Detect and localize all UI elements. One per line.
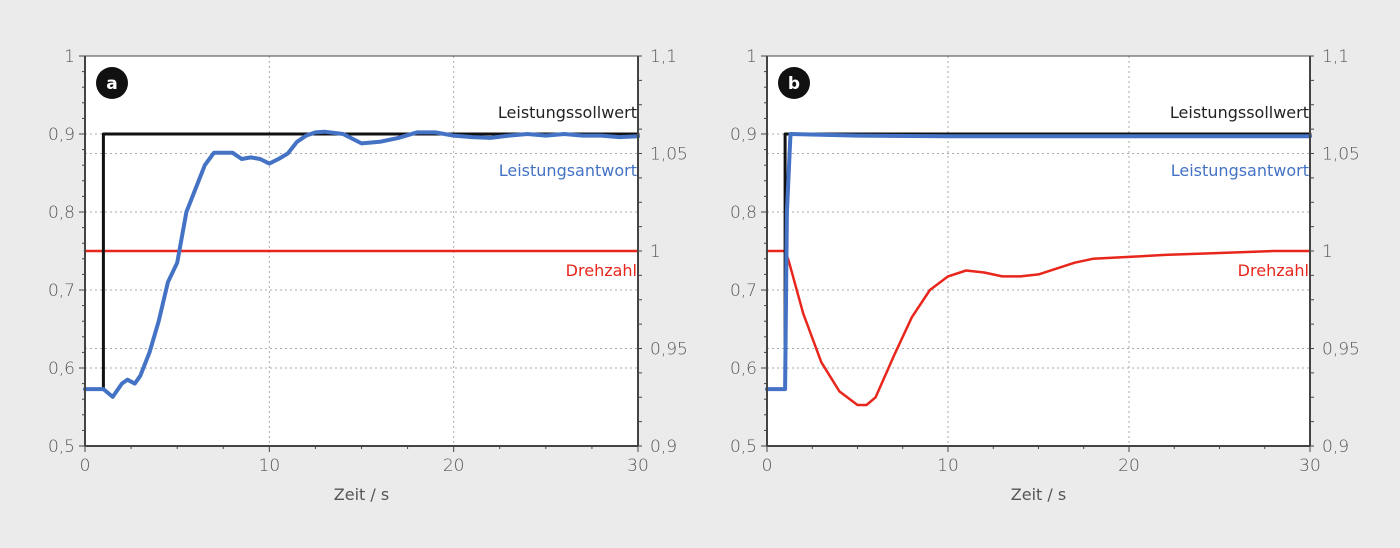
y-tick-label-left: 0,7 [730,281,757,301]
x-tick-label: 0 [80,456,91,476]
y-tick-label-left: 0,6 [730,359,757,379]
x-tick-label: 20 [1118,456,1140,476]
x-tick-label: 30 [627,456,649,476]
x-tick-label: 20 [443,456,465,476]
y-tick-label-right: 0,9 [1322,437,1349,457]
tick-labels: 0,5 0,6 0,7 0,8 0,9 1 0,9 0,95 1 1,05 1,1 0 10 20 30 [730,47,1360,476]
x-tick-label: 10 [259,456,281,476]
legend-speed: Drehzahl [1238,261,1309,280]
axes [761,55,1314,452]
y-tick-label-right: 0,95 [650,340,688,360]
legend-speed: Drehzahl [566,261,637,280]
y-tick-label-right: 1,1 [1322,47,1349,67]
chart-panel-a: 0,5 0,6 0,7 0,8 0,9 1 0,9 0,95 1 1,05 1,1 0 10 20 30 a… [48,47,688,504]
legend-response: Leistungsantwort [1171,161,1309,180]
x-tick-label: 0 [762,456,773,476]
legend-response: Leistungsantwort [499,161,637,180]
x-tick-label: 30 [1299,456,1321,476]
y-tick-label-right: 1,05 [1322,145,1360,165]
y-tick-label-right: 0,95 [1322,340,1360,360]
x-tick-label: 10 [937,456,959,476]
y-tick-label-left: 0,8 [730,203,757,223]
plot-area [767,56,1310,446]
x-axis-label: Zeit / s [1011,485,1066,504]
chart-panel-b: 0,5 0,6 0,7 0,8 0,9 1 0,9 0,95 1 1,05 1,1 0 10 20 30 b… [730,47,1360,504]
panel-badge-label: b [788,74,800,94]
x-axis-label: Zeit / s [334,485,389,504]
y-tick-label-left: 0,7 [48,281,75,301]
y-tick-label-left: 1 [64,47,75,67]
y-tick-label-right: 1,1 [650,47,677,67]
y-tick-label-left: 0,8 [48,203,75,223]
panel-badge: b [778,67,810,99]
legend-setpoint: Leistungssollwert [1170,103,1309,122]
series-leistungsantwort [765,132,1312,392]
y-tick-label-left: 0,9 [48,125,75,145]
y-tick-label-right: 1,05 [650,145,688,165]
y-tick-label-left: 0,9 [730,125,757,145]
y-tick-label-left: 0,5 [730,437,757,457]
y-tick-label-right: 1 [1322,242,1333,262]
y-tick-label-right: 1 [650,242,661,262]
series-leistungsantwort [83,129,640,399]
axes [79,55,642,452]
data-series [83,129,640,399]
data-series [765,132,1312,407]
y-tick-label-right: 0,9 [650,437,677,457]
tick-labels: 0,5 0,6 0,7 0,8 0,9 1 0,9 0,95 1 1,05 1,1 0 10 20 30 [48,47,688,476]
legend-setpoint: Leistungssollwert [498,103,637,122]
y-tick-label-left: 0,6 [48,359,75,379]
series-drehzahl [765,249,1312,407]
panel-badge-label: a [106,74,117,94]
panel-badge: a [96,67,128,99]
y-tick-label-left: 0,5 [48,437,75,457]
y-tick-label-left: 1 [746,47,757,67]
